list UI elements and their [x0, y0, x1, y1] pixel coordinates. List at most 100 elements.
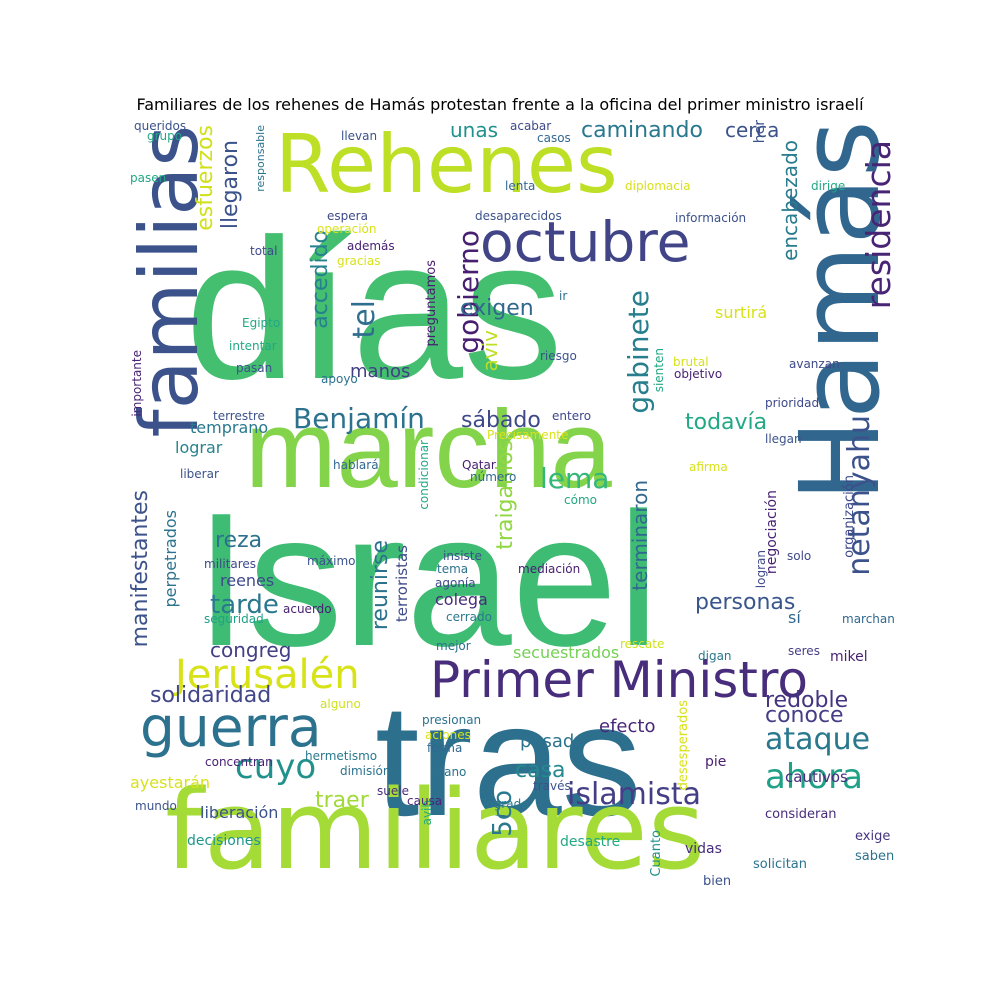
word-personas: personas: [695, 590, 796, 615]
word-rehenes: Rehenes: [275, 120, 618, 211]
word-agonia: agonía: [435, 576, 476, 590]
word-desaparecidos: desaparecidos: [475, 209, 562, 223]
word-maximo: máximo: [307, 554, 356, 568]
word-riesgo: riesgo: [540, 349, 577, 363]
word-familiares: familiares: [165, 766, 706, 890]
word-tras: tras: [375, 670, 642, 849]
word-concentran: concentran: [205, 755, 273, 769]
word-bien: bien: [703, 874, 732, 889]
word-islamista: islamista: [567, 777, 702, 812]
word-preguntamos: preguntamos: [424, 260, 439, 347]
word-avanzan: avanzan: [789, 357, 840, 371]
word-insiste: insiste: [443, 549, 482, 563]
word-pie: pie: [705, 754, 727, 770]
word-terminaron: terminaron: [628, 480, 652, 591]
word-congreg: congreg: [210, 638, 292, 662]
word-manos: manos: [350, 361, 411, 382]
word-redoble: redoble: [765, 688, 849, 713]
word-liberar: liberar: [180, 467, 219, 481]
word-primer-ministro: Primer Ministro: [430, 651, 808, 709]
word-dirige: dirige: [811, 179, 846, 193]
word-pasan: pasan: [236, 361, 273, 375]
word-desastre: desastre: [560, 834, 621, 850]
word-pasado: pasado: [520, 731, 586, 752]
word-lema: lema: [540, 462, 610, 495]
word-condicionar: condicionar: [417, 440, 431, 510]
word-causa: causa: [407, 794, 443, 808]
word-hermetismo: hermetismo: [305, 749, 378, 763]
word-perpetrados: perpetrados: [161, 510, 180, 608]
word-exige: exige: [855, 829, 891, 844]
word-ademas: además: [347, 239, 395, 253]
word-espera: espera: [327, 209, 368, 223]
word-brutal: brutal: [673, 355, 709, 369]
word-solo: solo: [787, 549, 812, 563]
word-marcha: marcha: [245, 388, 612, 511]
word-ayestaran: ayestarán: [130, 773, 211, 792]
word-exigen: exigen: [460, 296, 534, 321]
word-solidaridad: solidaridad: [150, 683, 272, 708]
page-title: Familiares de los rehenes de Hamás prote…: [136, 95, 864, 114]
word-llegan: llegan: [765, 432, 802, 446]
word-forma: forma: [427, 741, 463, 755]
word-presionan: presionan: [422, 713, 482, 727]
word-seres: seres: [788, 644, 820, 658]
word-operacion: operación: [317, 222, 377, 236]
word-responsable: responsable: [254, 125, 267, 192]
word-liberacion: liberación: [200, 803, 279, 822]
word-numero: número: [470, 470, 517, 484]
word-suele: suele: [377, 784, 409, 798]
word-tema: tema: [437, 562, 469, 576]
word-vidas: vidas: [685, 841, 722, 857]
word-tarde: tarde: [210, 590, 279, 620]
word-traer: traer: [315, 788, 369, 813]
word-her: her: [752, 120, 768, 144]
word-guerra: guerra: [140, 695, 322, 759]
word-cerrado: cerrado: [446, 610, 492, 624]
word-marchan: marchan: [842, 612, 895, 626]
word-pasen: pasen: [130, 171, 167, 185]
word-cerca: cerca: [725, 120, 780, 142]
word-temprano: temprano: [190, 418, 269, 437]
word-mediacion: mediación: [518, 562, 581, 576]
word-grupo: grupo: [147, 129, 183, 143]
word-gracias: gracias: [337, 254, 381, 268]
word-colega: colega: [435, 590, 488, 609]
word-dimision: dimisión: [340, 764, 391, 778]
word-accedido: accedido: [308, 230, 333, 329]
word-reenes: reenes: [220, 571, 275, 590]
word-benjamin: Benjamín: [293, 402, 425, 435]
word-logran: logran: [754, 550, 768, 589]
word-importante: importante: [130, 350, 144, 417]
word-tel: tel: [347, 300, 382, 339]
word-queridos: queridos: [134, 120, 187, 133]
word-cuanto: Cuanto: [649, 830, 664, 877]
word-lograr: lograr: [175, 438, 223, 457]
word-informacion: información: [675, 211, 747, 225]
word-manifestantes: manifestantes: [128, 490, 153, 648]
word-israel: Israel: [195, 474, 660, 686]
word-prioridad: prioridad: [765, 396, 820, 410]
word-afirma: afirma: [689, 460, 728, 474]
word-militares: militares: [204, 557, 257, 571]
word-octubre: octubre: [480, 210, 691, 274]
word-ahora: ahora: [765, 757, 863, 797]
word-esfuerzos: esfuerzos: [193, 125, 218, 231]
word-mejor: mejor: [436, 639, 471, 653]
word-etano: etano: [432, 765, 467, 779]
word-mundo: mundo: [135, 799, 177, 813]
word-intentar: intentar: [229, 339, 277, 353]
word-hablara: hablará: [333, 458, 379, 472]
word-surtira: surtirá: [715, 303, 768, 322]
word-precisamente: Precisamente: [487, 428, 569, 442]
word-encabezado: encabezado: [778, 140, 802, 261]
word-digan: digan: [698, 649, 732, 663]
word-total: total: [250, 244, 278, 258]
word-ataque: ataque: [765, 722, 871, 757]
word-logrado: logrado: [483, 797, 529, 811]
word-mikel: mikel: [830, 649, 868, 665]
word-gabinete: gabinete: [622, 290, 655, 414]
word-aviv: aviv: [478, 330, 502, 372]
word-terrestre: terrestre: [213, 409, 265, 423]
word-conoce: conoce: [765, 703, 844, 728]
